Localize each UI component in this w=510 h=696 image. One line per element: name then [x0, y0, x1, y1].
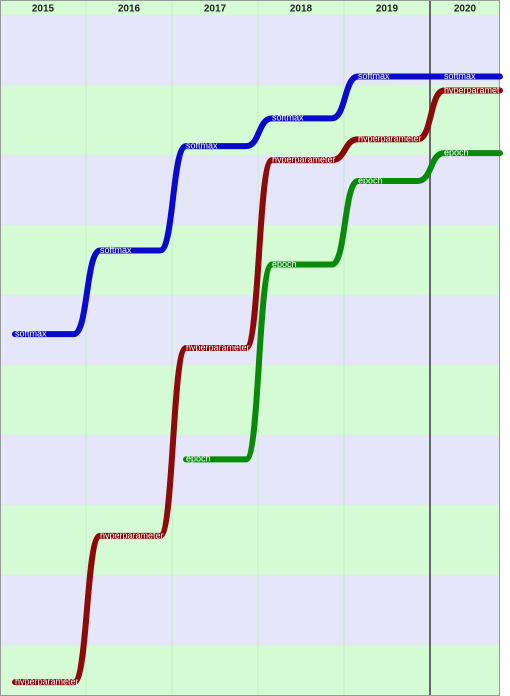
band [0, 365, 500, 435]
series-label: epoch [186, 454, 211, 464]
band [0, 505, 500, 575]
year-label: 2015 [32, 4, 55, 15]
series-label: epoch [444, 147, 469, 157]
band [0, 645, 500, 696]
band [0, 225, 500, 295]
series-label: softmax [272, 113, 304, 123]
series-label: epoch [272, 259, 297, 269]
year-label: 2016 [118, 4, 141, 15]
band [0, 0, 500, 15]
series-label: hyperparameter [272, 154, 336, 164]
year-label: 2017 [204, 4, 227, 15]
series-label: epoch [358, 175, 383, 185]
band [0, 575, 500, 645]
series-label: softmax [444, 71, 476, 81]
series-label: hyperparameter [15, 676, 79, 686]
series-label: softmax [100, 245, 132, 255]
series-label: softmax [358, 71, 390, 81]
series-label: hyperparameter [186, 342, 250, 352]
band [0, 15, 500, 85]
series-label: hyperparameter [444, 85, 508, 95]
series-line [12, 73, 503, 338]
band [0, 155, 500, 225]
year-label: 2018 [290, 4, 313, 15]
series-line [183, 150, 503, 463]
series-label: softmax [186, 141, 218, 151]
series-label: hyperparameter [100, 530, 164, 540]
series-label: softmax [15, 328, 47, 338]
series-label: hyperparameter [358, 134, 422, 144]
year-label: 2019 [376, 4, 399, 15]
series-line [12, 87, 503, 686]
year-label: 2020 [454, 4, 477, 15]
